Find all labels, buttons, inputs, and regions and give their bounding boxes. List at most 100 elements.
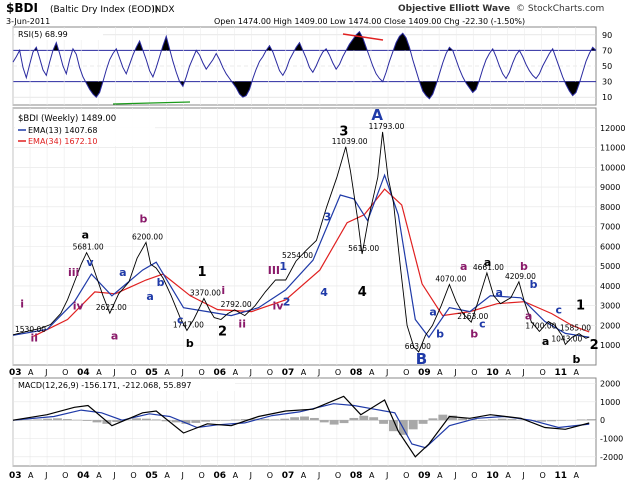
wave-label: iii: [68, 266, 79, 279]
macd-histogram-bar: [556, 420, 566, 421]
macd-histogram-bar: [221, 420, 230, 421]
price-data-label: 1700.00: [525, 321, 556, 330]
chart-date: 3-Jun-2011: [6, 17, 50, 26]
price-tick-label: 2000: [600, 321, 620, 330]
price-data-label: 4209.00: [505, 272, 536, 281]
price-data-label: 11793.00: [369, 122, 405, 131]
price-data-label: 663.00: [405, 342, 431, 351]
wave-label: a: [460, 260, 467, 273]
wave-label: i: [221, 284, 225, 297]
wave-label: b: [470, 327, 478, 340]
wave-label: a: [525, 310, 532, 323]
rsi-tick-label: 90: [602, 31, 612, 40]
macd-tick-label: 0: [600, 416, 605, 425]
wave-label: III: [268, 264, 280, 277]
price-data-label: 2163.00: [457, 312, 488, 321]
x-tick-label: O: [130, 368, 136, 377]
price-tick-label: 12000: [600, 124, 625, 133]
x-tick-label: J: [180, 368, 183, 377]
x-tick-label: A: [437, 471, 443, 480]
macd-histogram-bar: [191, 420, 201, 423]
macd-histogram-bar: [329, 420, 339, 425]
x-tick-label: O: [403, 471, 409, 480]
price-data-label: 5681.00: [73, 243, 104, 252]
macd-histogram-bar: [418, 420, 428, 424]
x-tick-label: 07: [282, 471, 295, 481]
macd-histogram-bar: [260, 419, 270, 421]
macd-histogram-bar: [369, 417, 379, 421]
wave-label: 3: [324, 211, 332, 224]
x-tick-label: A: [301, 471, 307, 480]
x-tick-label: 05: [145, 368, 158, 378]
wave-label: c: [177, 313, 184, 326]
x-tick-label: J: [521, 471, 524, 480]
x-tick-label: O: [62, 471, 68, 480]
price-tick-label: 5000: [600, 262, 620, 271]
x-tick-label: J: [453, 471, 456, 480]
macd-histogram-bar: [487, 419, 497, 421]
wave-label: 4: [320, 286, 328, 299]
x-tick-label: O: [539, 471, 545, 480]
macd-tick-label: 1000: [600, 398, 620, 407]
x-tick-label: 05: [145, 471, 158, 481]
x-tick-label: A: [164, 368, 170, 377]
price-data-label: 4070.00: [435, 275, 466, 284]
wave-label: 2: [283, 296, 291, 309]
x-tick-label: O: [130, 471, 136, 480]
x-tick-label: A: [28, 471, 34, 480]
ema13-line: [12, 173, 590, 339]
macd-histogram-bar: [211, 420, 221, 421]
macd-histogram-bar: [448, 415, 458, 421]
price-data-label: 1530.00: [15, 325, 46, 334]
x-tick-label: A: [574, 471, 580, 480]
wave-label: 1: [198, 265, 207, 280]
wave-label: c: [555, 304, 562, 317]
x-tick-label: 09: [418, 368, 431, 378]
x-tick-label: 04: [77, 471, 90, 481]
x-tick-label: J: [317, 471, 320, 480]
x-tick-label: J: [385, 471, 388, 480]
x-tick-label: J: [521, 368, 524, 377]
macd-histogram-bar: [309, 417, 319, 421]
macd-histogram-bar: [477, 420, 487, 421]
macd-histogram-bar: [43, 418, 53, 421]
wave-label: 3: [339, 125, 348, 140]
macd-histogram-bar: [250, 418, 260, 421]
macd-histogram-bar: [33, 419, 43, 421]
wave-label: i: [20, 298, 24, 311]
rsi-tick-label: 50: [602, 62, 612, 71]
price-frame: [12, 107, 597, 366]
x-tick-label: J: [44, 368, 47, 377]
legend-bg: [15, 110, 155, 146]
x-tick-label: O: [471, 368, 477, 377]
macd-histogram-bar: [428, 418, 438, 421]
x-tick-label: A: [96, 471, 102, 480]
wave-label: a: [542, 335, 549, 348]
price-tick-label: 11000: [600, 144, 625, 153]
wave-label: 2: [218, 324, 227, 339]
bdi-price-line: [12, 131, 590, 353]
price-tick-label: 9000: [600, 183, 620, 192]
x-tick-label: 08: [350, 368, 363, 378]
price-tick-label: 10000: [600, 163, 625, 172]
wave-label: 2: [590, 338, 599, 353]
x-tick-label: A: [233, 368, 239, 377]
price-tick-label: 1000: [600, 341, 620, 350]
wave-label: b: [140, 213, 148, 226]
x-tick-label: 10: [486, 471, 499, 481]
macd-histogram-bar: [497, 418, 507, 421]
x-tick-label: A: [369, 368, 375, 377]
macd-histogram-bar: [280, 418, 290, 421]
wave-label: ii: [238, 317, 246, 330]
macd-histogram-bar: [576, 419, 586, 421]
wave-label: a: [429, 306, 436, 319]
x-tick-label: O: [335, 368, 341, 377]
wave-label: c: [479, 317, 486, 330]
x-tick-label: 03: [9, 471, 22, 481]
rsi-panel: RSI(5) 68.99 90 70 50 30 10: [12, 26, 612, 106]
wave-label: iv: [273, 300, 285, 313]
price-data-label: 5254.00: [282, 251, 313, 260]
wave-label: a: [484, 256, 491, 269]
x-tick-label: 06: [214, 368, 227, 378]
